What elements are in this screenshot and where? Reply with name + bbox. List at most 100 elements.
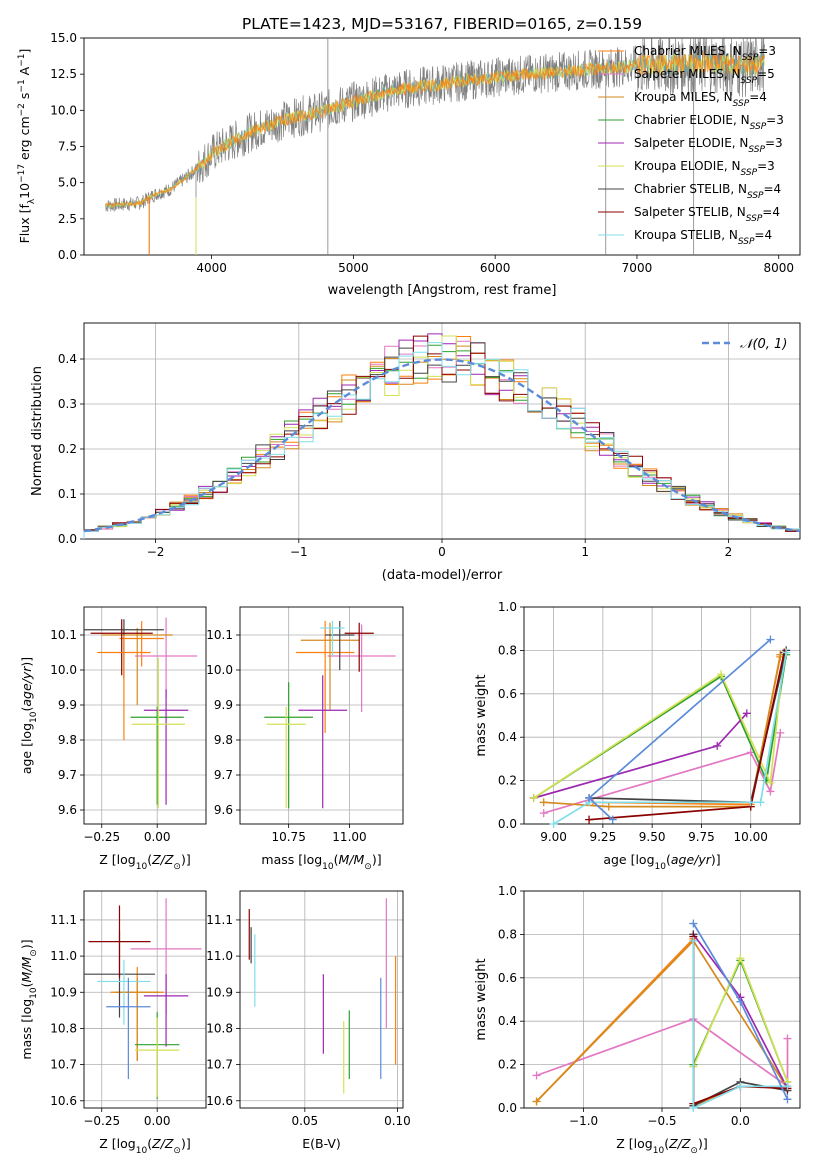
- residuals-panel: −2 −1 0 1 2 0.0 0.1 0.2 0.3 0.4 𝒩(0, 1) (data-model…: [30, 322, 801, 583]
- label-part: (: [334, 852, 339, 867]
- y-tick-label: 10.7: [206, 1058, 233, 1072]
- y-tick-label: 10.0: [50, 663, 77, 677]
- x-tick-label: 9.25: [589, 830, 616, 844]
- errorbar-point: [97, 635, 151, 740]
- label-part: Salpeter STELIB, N: [634, 205, 746, 219]
- y-tick-label: 0.8: [498, 643, 517, 657]
- x-tick-label: 7000: [622, 261, 653, 275]
- weight-marker: [776, 728, 785, 737]
- y-tick-label: 0.4: [58, 352, 77, 366]
- x-tick-label: 5000: [338, 261, 369, 275]
- label-part: mass [log: [19, 999, 34, 1060]
- label-part: =3: [758, 44, 776, 58]
- label-part: s: [17, 93, 32, 104]
- y-tick-label: 0.2: [498, 1058, 517, 1072]
- weight-series-line: [592, 656, 782, 806]
- label-part: M/M: [19, 956, 34, 982]
- x-axis-label: Z [log10(Z/Z⊙)]: [99, 852, 190, 872]
- errorbar-point: [106, 977, 151, 1080]
- errorbar-point: [344, 622, 374, 672]
- errorbar-point: [88, 905, 151, 978]
- x-axis-label: E(B-V): [302, 1136, 341, 1151]
- weight-marker: [782, 648, 791, 657]
- x-tick-label: 6000: [480, 261, 511, 275]
- errorbar-point: [135, 617, 198, 698]
- weight-vs-metallicity-panel: −1.0 −0.5 0.0 0.0 0.2 0.4 0.6 0.8 1.0 Z [log10(Z/…: [474, 884, 801, 1156]
- label-part: 10: [655, 862, 667, 872]
- y-tick-label: 10.0: [50, 103, 77, 117]
- y-tick-label: 10.9: [50, 985, 77, 999]
- x-tick-label: −0.5: [647, 1114, 676, 1128]
- label-part: (: [147, 1136, 152, 1151]
- label-part: Chabrier MILES, N: [634, 44, 742, 58]
- label-part: =4: [754, 228, 772, 242]
- weight-marker: [746, 798, 755, 807]
- label-part: =3: [765, 136, 783, 150]
- x-tick-label: 0.05: [291, 1114, 318, 1128]
- weight-series-line: [536, 1018, 789, 1088]
- y-tick-label: 11.1: [206, 913, 233, 927]
- y-tick-label: 10.8: [50, 1021, 77, 1035]
- y-tick-label: 0.6: [498, 687, 517, 701]
- errorbar-point: [320, 621, 345, 656]
- label-part: ⊙: [364, 862, 372, 872]
- weight-marker: [532, 1097, 541, 1106]
- spectrum-data-line: [104, 38, 765, 212]
- label-part: 10: [17, 183, 32, 199]
- y-tick-label: 7.5: [58, 140, 77, 154]
- errorbar-point: [101, 628, 173, 705]
- label-part: =5: [757, 67, 775, 81]
- errorbar-point: [266, 706, 306, 809]
- y-tick-label: 11.0: [50, 949, 77, 963]
- y-tick-label: 0.8: [498, 927, 517, 941]
- weight-series-line: [533, 654, 788, 799]
- errorbar-point: [300, 622, 360, 711]
- label-part: −17: [17, 164, 27, 183]
- spectrum-x-label: wavelength [Angstrom, rest frame]: [328, 283, 557, 298]
- x-tick-label: 0.00: [144, 830, 171, 844]
- label-part: Salpeter MILES, N: [634, 67, 741, 81]
- y-tick-label: 10.0: [206, 663, 233, 677]
- errorbar-point: [131, 657, 185, 809]
- weight-marker: [585, 793, 594, 802]
- residuals-y-label: Normed distribution: [30, 366, 45, 496]
- y-tick-label: 9.9: [214, 698, 233, 712]
- label-part: 10: [322, 862, 334, 872]
- errorbar-point: [325, 621, 355, 670]
- weight-series-line: [589, 652, 786, 821]
- x-tick-label: −1.0: [569, 1114, 598, 1128]
- label-part: Z [log: [99, 852, 135, 867]
- label-part: (: [19, 982, 34, 987]
- y-tick-label: 0.4: [498, 1014, 517, 1028]
- x-tick-label: 9.50: [639, 830, 666, 844]
- errorbar-point: [97, 959, 151, 1025]
- errorbar-point: [143, 689, 189, 805]
- label-part: (: [664, 1136, 669, 1151]
- label-part: age [log: [603, 852, 654, 867]
- label-part: (: [666, 852, 671, 867]
- label-part: )]: [372, 852, 382, 867]
- label-part: =4: [762, 205, 780, 219]
- y-tick-label: 9.9: [58, 698, 77, 712]
- y-tick-label: 10.1: [206, 628, 233, 642]
- y-tick-label: 9.6: [214, 803, 233, 817]
- x-tick-label: −0.25: [83, 1114, 120, 1128]
- y-tick-label: 0.0: [58, 248, 77, 262]
- label-part: A: [17, 66, 32, 79]
- label-part: SSP: [750, 122, 767, 132]
- label-part: age/yr: [19, 666, 34, 707]
- y-tick-label: 9.6: [58, 803, 77, 817]
- label-part: 10: [136, 1146, 148, 1156]
- weight-marker: [549, 820, 558, 828]
- label-part: Kroupa STELIB, N: [634, 228, 738, 242]
- y-tick-label: 0.0: [498, 1101, 517, 1115]
- errorbar-point: [130, 706, 184, 805]
- y-tick-label: 0.1: [58, 487, 77, 501]
- label-part: SSP: [738, 237, 755, 247]
- x-tick-label: 0.00: [144, 1114, 171, 1128]
- x-tick-label: 2: [725, 545, 733, 559]
- label-part: erg cm: [17, 116, 32, 164]
- legend-label: Chabrier ELODIE, NSSP=3: [634, 113, 784, 132]
- errorbar-point: [143, 974, 189, 1047]
- legend-label: Salpeter ELODIE, NSSP=3: [634, 136, 783, 155]
